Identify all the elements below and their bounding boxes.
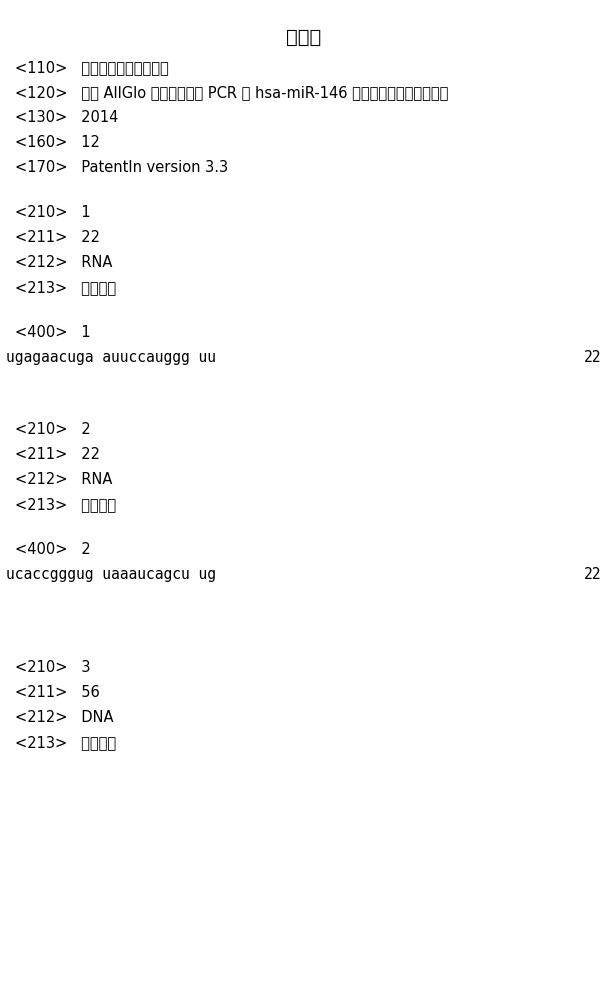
Text: <210>   1: <210> 1 bbox=[15, 205, 91, 220]
Text: ugagaacuga auuccauggg uu: ugagaacuga auuccauggg uu bbox=[6, 350, 216, 365]
Text: 22: 22 bbox=[583, 567, 601, 582]
Text: <213>   人工序列: <213> 人工序列 bbox=[15, 735, 117, 750]
Text: <130>   2014: <130> 2014 bbox=[15, 110, 118, 125]
Text: <212>   RNA: <212> RNA bbox=[15, 472, 112, 487]
Text: <210>   3: <210> 3 bbox=[15, 660, 90, 675]
Text: <170>   PatentIn version 3.3: <170> PatentIn version 3.3 bbox=[15, 160, 228, 175]
Text: ucaccgggug uaaaucagcu ug: ucaccgggug uaaaucagcu ug bbox=[6, 567, 216, 582]
Text: <120>   基于 AllGlo 探针荧光定量 PCR 的 hsa-miR-146 检测试剂盒及其检测方法: <120> 基于 AllGlo 探针荧光定量 PCR 的 hsa-miR-146… bbox=[15, 85, 449, 100]
Text: <211>   56: <211> 56 bbox=[15, 685, 100, 700]
Text: <400>   1: <400> 1 bbox=[15, 325, 91, 340]
Text: <211>   22: <211> 22 bbox=[15, 230, 100, 245]
Text: <213>   人工序列: <213> 人工序列 bbox=[15, 497, 117, 512]
Text: <110>   厦门大学附属中山医院: <110> 厦门大学附属中山医院 bbox=[15, 60, 169, 75]
Text: <212>   DNA: <212> DNA bbox=[15, 710, 114, 725]
Text: <213>   人工序列: <213> 人工序列 bbox=[15, 280, 117, 295]
Text: <211>   22: <211> 22 bbox=[15, 447, 100, 462]
Text: 序列表: 序列表 bbox=[286, 28, 321, 47]
Text: <160>   12: <160> 12 bbox=[15, 135, 100, 150]
Text: 22: 22 bbox=[583, 350, 601, 365]
Text: <210>   2: <210> 2 bbox=[15, 422, 91, 437]
Text: <400>   2: <400> 2 bbox=[15, 542, 91, 557]
Text: <212>   RNA: <212> RNA bbox=[15, 255, 112, 270]
